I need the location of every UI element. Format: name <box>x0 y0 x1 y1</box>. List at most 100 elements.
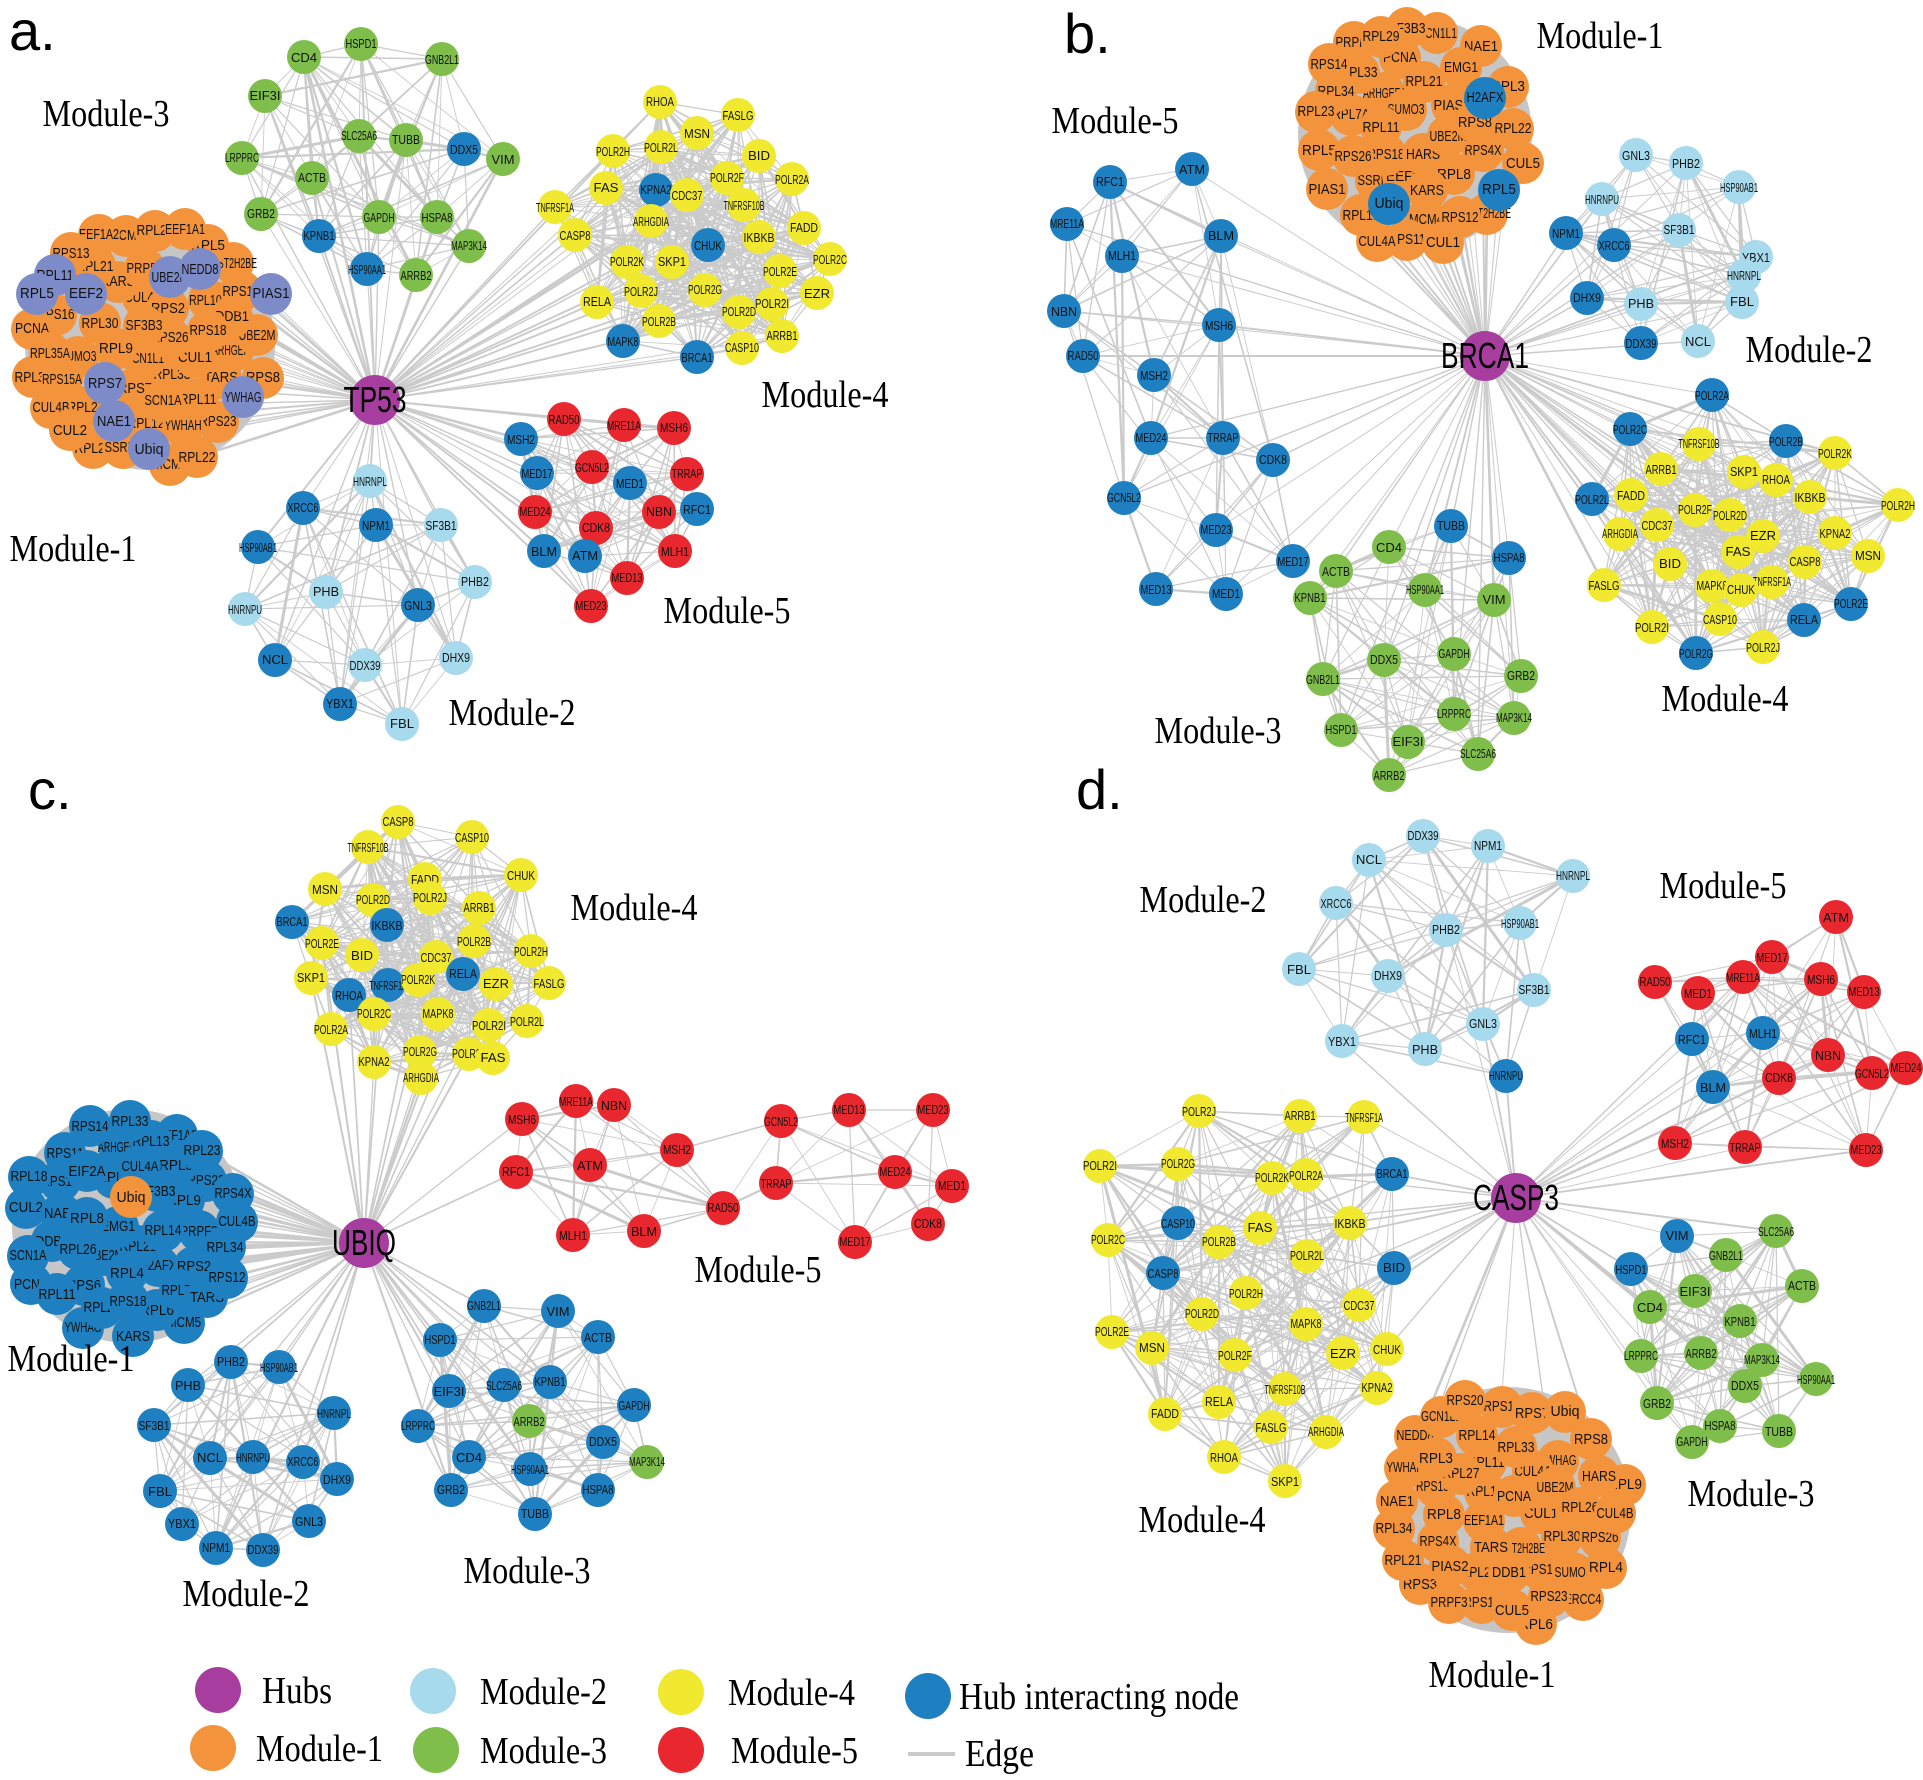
svg-text:FADD: FADD <box>1617 488 1645 503</box>
svg-text:RPL5: RPL5 <box>20 286 54 302</box>
svg-text:IKBKB: IKBKB <box>744 230 775 245</box>
svg-text:POLR2I: POLR2I <box>472 1018 506 1033</box>
svg-text:PHB2: PHB2 <box>1672 156 1700 171</box>
svg-text:TNFRSF1A: TNFRSF1A <box>536 200 574 215</box>
svg-text:RPS4X: RPS4X <box>1465 143 1502 159</box>
svg-text:VIM: VIM <box>547 1304 570 1319</box>
svg-text:GNL3: GNL3 <box>295 1514 323 1529</box>
svg-text:PHB2: PHB2 <box>217 1354 245 1369</box>
svg-text:DDX39: DDX39 <box>248 1542 279 1557</box>
svg-text:TRRAP: TRRAP <box>1730 1140 1761 1155</box>
svg-text:EMG1: EMG1 <box>1444 60 1478 76</box>
svg-text:SLC25A6: SLC25A6 <box>1460 746 1496 761</box>
svg-text:RPL29: RPL29 <box>1363 29 1400 45</box>
svg-text:FADD: FADD <box>1151 1406 1179 1421</box>
svg-text:Module-2: Module-2 <box>480 1671 607 1713</box>
svg-text:BRCA1: BRCA1 <box>1441 335 1529 376</box>
svg-text:LRPPRC: LRPPRC <box>1624 1348 1658 1363</box>
svg-text:POLR2B: POLR2B <box>457 934 491 949</box>
svg-text:VIM: VIM <box>492 152 515 167</box>
svg-text:GCN5L2: GCN5L2 <box>1855 1066 1889 1081</box>
svg-text:NBN: NBN <box>646 504 672 519</box>
svg-text:RPL22: RPL22 <box>179 450 216 466</box>
svg-text:RPL11: RPL11 <box>1363 120 1400 136</box>
svg-text:RAD50: RAD50 <box>549 412 580 427</box>
svg-text:RPS4X: RPS4X <box>215 1186 252 1202</box>
svg-text:IKBKB: IKBKB <box>372 918 403 933</box>
svg-text:POLR2I: POLR2I <box>1635 620 1669 635</box>
svg-text:CDK8: CDK8 <box>582 520 610 535</box>
svg-text:POLR2H: POLR2H <box>596 144 630 159</box>
svg-text:MED13: MED13 <box>834 1102 865 1117</box>
svg-text:POLR2K: POLR2K <box>401 972 435 987</box>
svg-text:HSP90AA1: HSP90AA1 <box>1406 582 1444 597</box>
svg-text:GNB2L1: GNB2L1 <box>1306 672 1340 687</box>
svg-text:d.: d. <box>1076 758 1123 821</box>
svg-text:DDX5: DDX5 <box>1370 652 1398 667</box>
svg-text:RPL23: RPL23 <box>1298 104 1335 120</box>
svg-text:MSN: MSN <box>312 882 338 897</box>
svg-text:MSH2: MSH2 <box>1140 368 1168 383</box>
svg-text:GAPDH: GAPDH <box>1439 646 1470 661</box>
svg-text:FAS: FAS <box>594 180 619 195</box>
svg-text:HSP90AB1: HSP90AB1 <box>239 540 277 555</box>
svg-text:SCN1A: SCN1A <box>145 393 182 409</box>
svg-text:RFC1: RFC1 <box>1096 174 1124 189</box>
svg-text:HNRNPU: HNRNPU <box>228 602 262 617</box>
svg-text:CDC37: CDC37 <box>1344 1298 1375 1313</box>
svg-text:RAD50: RAD50 <box>1640 974 1671 989</box>
svg-text:CUL4A: CUL4A <box>122 1159 159 1175</box>
svg-text:LRPPRC: LRPPRC <box>1437 706 1471 721</box>
svg-text:YWHAH: YWHAH <box>165 418 202 434</box>
svg-text:RPS7: RPS7 <box>1515 1406 1549 1422</box>
svg-text:MED13: MED13 <box>1849 984 1880 999</box>
svg-text:GRB2: GRB2 <box>1507 668 1535 683</box>
svg-text:Ubiq: Ubiq <box>135 442 164 458</box>
svg-text:POLR2I: POLR2I <box>1083 1158 1117 1173</box>
svg-text:EIF3I: EIF3I <box>250 88 281 103</box>
svg-text:BLM: BLM <box>531 544 557 559</box>
svg-text:NCL: NCL <box>262 652 288 667</box>
svg-text:MSH6: MSH6 <box>660 420 688 435</box>
svg-text:POLR2J: POLR2J <box>1746 640 1780 655</box>
svg-text:NCL: NCL <box>1356 852 1382 867</box>
svg-text:GRB2: GRB2 <box>437 1482 465 1497</box>
svg-text:XRCC6: XRCC6 <box>288 1454 319 1469</box>
svg-text:POLR2E: POLR2E <box>1834 596 1868 611</box>
svg-text:FBL: FBL <box>1730 294 1754 309</box>
svg-text:RPL21: RPL21 <box>1385 1553 1422 1569</box>
svg-text:PCNA: PCNA <box>1497 1489 1531 1505</box>
svg-text:RPL4: RPL4 <box>1589 1560 1623 1576</box>
svg-text:POLR2E: POLR2E <box>763 264 797 279</box>
svg-text:Module-3: Module-3 <box>43 93 170 135</box>
svg-text:SLC25A6: SLC25A6 <box>486 1378 522 1393</box>
svg-text:RPS7: RPS7 <box>88 376 122 392</box>
svg-text:RPL6: RPL6 <box>140 1303 174 1319</box>
svg-text:BLM: BLM <box>631 1224 657 1239</box>
svg-text:KARS: KARS <box>1410 183 1444 199</box>
svg-text:EIF3I: EIF3I <box>1393 734 1424 749</box>
svg-text:TRRAP: TRRAP <box>1208 430 1239 445</box>
svg-text:Module-1: Module-1 <box>8 1338 135 1380</box>
svg-text:POLR2C: POLR2C <box>1091 1232 1125 1247</box>
svg-text:RPS26: RPS26 <box>1335 149 1372 165</box>
svg-text:HSPA8: HSPA8 <box>1494 550 1525 565</box>
svg-text:DDX39: DDX39 <box>350 658 381 673</box>
svg-text:MED24: MED24 <box>1891 1060 1922 1075</box>
svg-text:NBN: NBN <box>1815 1048 1841 1063</box>
svg-text:RELA: RELA <box>583 294 611 309</box>
svg-text:TP53: TP53 <box>344 379 407 420</box>
svg-text:Module-2: Module-2 <box>1140 879 1267 921</box>
svg-text:MED1: MED1 <box>616 476 644 491</box>
svg-text:RPL30: RPL30 <box>1544 1529 1581 1545</box>
svg-text:HSP90AB1: HSP90AB1 <box>1501 916 1539 931</box>
svg-text:GRB2: GRB2 <box>1643 1396 1671 1411</box>
svg-text:Module-2: Module-2 <box>449 692 576 734</box>
svg-text:POLR2A: POLR2A <box>1289 1168 1323 1183</box>
svg-text:RPS12: RPS12 <box>1442 210 1479 226</box>
svg-text:Module-4: Module-4 <box>1662 678 1789 720</box>
svg-text:MAP3K14: MAP3K14 <box>629 1454 665 1469</box>
svg-text:FASLG: FASLG <box>723 108 754 123</box>
svg-text:ARRB2: ARRB2 <box>401 268 432 283</box>
svg-text:POLR2A: POLR2A <box>1695 388 1729 403</box>
